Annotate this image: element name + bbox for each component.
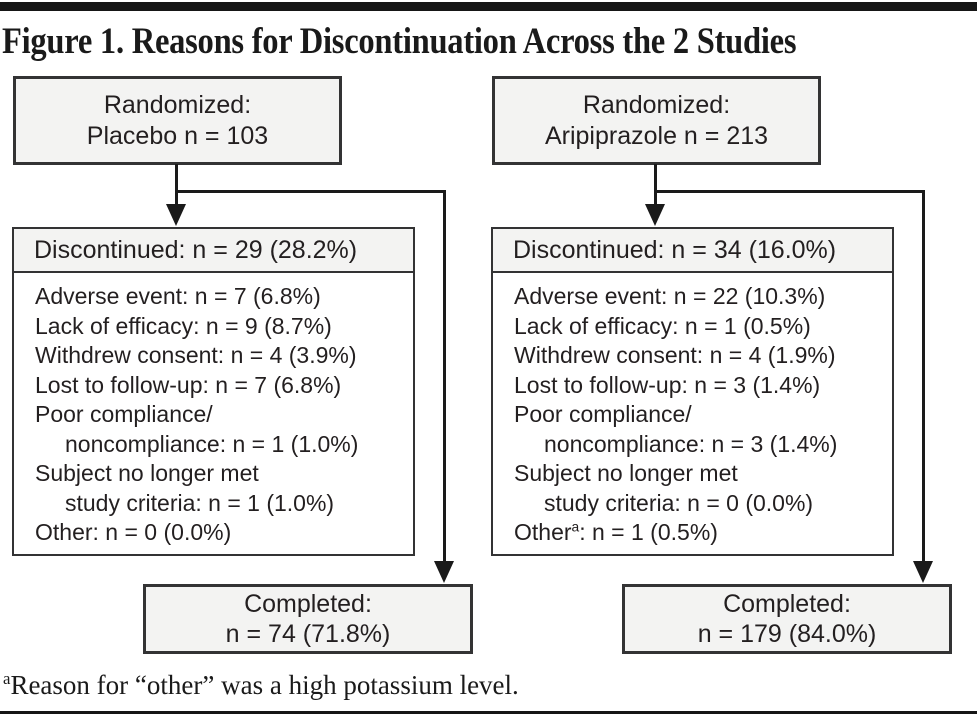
completed-label: Completed: <box>244 590 372 618</box>
discontinue-reason-line: study criteria: n = 0 (0.0%) <box>544 489 814 516</box>
discontinued-box: Discontinued: n = 34 (16.0%) Adverse eve… <box>491 227 894 556</box>
figure-top-rule <box>0 2 977 11</box>
completed-count: n = 179 (84.0%) <box>697 620 877 648</box>
discontinue-reason-line: Subject no longer met <box>35 460 259 486</box>
discontinue-reason-line: Lost to follow-up: n = 7 (6.8%) <box>35 371 342 398</box>
randomized-label: Randomized: <box>103 90 252 119</box>
figure-bottom-rule <box>0 711 977 714</box>
randomized-count: Aripiprazole n = 213 <box>544 121 769 150</box>
discontinue-reason-line: noncompliance: n = 1 (1.0%) <box>65 430 359 457</box>
arrowhead-down-icon <box>166 204 186 226</box>
discontinue-reason-line: Poor compliance/ <box>514 401 692 427</box>
connector-branch-horizontal <box>175 190 445 193</box>
completed-box: Completed: n = 179 (84.0%) <box>622 584 952 654</box>
discontinue-reason-line: Subject no longer met <box>514 460 738 486</box>
arrowhead-down-icon <box>913 561 933 583</box>
connector-vertical-to-completed <box>922 190 925 563</box>
footnote-reference-marker: a <box>571 519 580 535</box>
discontinue-reason-line: Othera: n = 1 (0.5%) <box>514 519 718 545</box>
completed-label: Completed: <box>723 590 851 618</box>
figure-footnote: aReason for “other” was a high potassium… <box>3 668 963 702</box>
randomized-box: Randomized: Aripiprazole n = 213 <box>492 76 821 165</box>
connector-vertical-to-completed <box>443 190 446 563</box>
discontinue-reason-line: study criteria: n = 1 (1.0%) <box>65 489 335 516</box>
discontinue-reason-line: Lost to follow-up: n = 3 (1.4%) <box>514 371 821 398</box>
discontinued-header: Discontinued: n = 34 (16.0%) <box>493 229 892 273</box>
arrowhead-down-icon <box>434 561 454 583</box>
completed-count: n = 74 (71.8%) <box>225 620 391 648</box>
discontinued-reason-list: Adverse event: n = 22 (10.3%) Lack of eff… <box>493 273 892 548</box>
discontinued-box: Discontinued: n = 29 (28.2%) Adverse eve… <box>12 227 415 556</box>
discontinue-reason-line: Withdrew consent: n = 4 (1.9%) <box>514 342 836 368</box>
randomized-count: Placebo n = 103 <box>86 121 269 150</box>
connector-vertical-to-discontinued <box>175 164 178 206</box>
arrowhead-down-icon <box>645 204 665 226</box>
footnote-marker: a <box>3 669 11 688</box>
discontinued-reason-list: Adverse event: n = 7 (6.8%) Lack of effic… <box>14 273 413 548</box>
connector-branch-horizontal <box>654 190 924 193</box>
connector-vertical-to-discontinued <box>654 164 657 206</box>
figure-title: Figure 1. Reasons for Discontinuation Ac… <box>2 21 797 62</box>
discontinue-reason-line: Other: n = 0 (0.0%) <box>35 519 232 545</box>
discontinue-reason-line: noncompliance: n = 3 (1.4%) <box>544 430 838 457</box>
discontinue-reason-line: Poor compliance/ <box>35 401 213 427</box>
discontinue-reason-line: Lack of efficacy: n = 1 (0.5%) <box>514 312 811 339</box>
flow-column-placebo: Randomized: Placebo n = 103 Discontinued… <box>12 76 473 654</box>
footnote-text: Reason for “other” was a high potassium … <box>10 670 519 700</box>
completed-box: Completed: n = 74 (71.8%) <box>143 584 473 654</box>
randomized-label: Randomized: <box>582 90 731 119</box>
discontinue-reason-line: Adverse event: n = 7 (6.8%) <box>35 283 321 309</box>
flow-column-aripiprazole: Randomized: Aripiprazole n = 213 Discont… <box>479 0 977 723</box>
discontinue-reason-line: Adverse event: n = 22 (10.3%) <box>514 283 826 309</box>
discontinued-header: Discontinued: n = 29 (28.2%) <box>14 229 413 273</box>
discontinue-reason-line: Withdrew consent: n = 4 (3.9%) <box>35 342 357 368</box>
discontinue-reason-line: Lack of efficacy: n = 9 (8.7%) <box>35 312 332 339</box>
randomized-box: Randomized: Placebo n = 103 <box>13 76 342 165</box>
